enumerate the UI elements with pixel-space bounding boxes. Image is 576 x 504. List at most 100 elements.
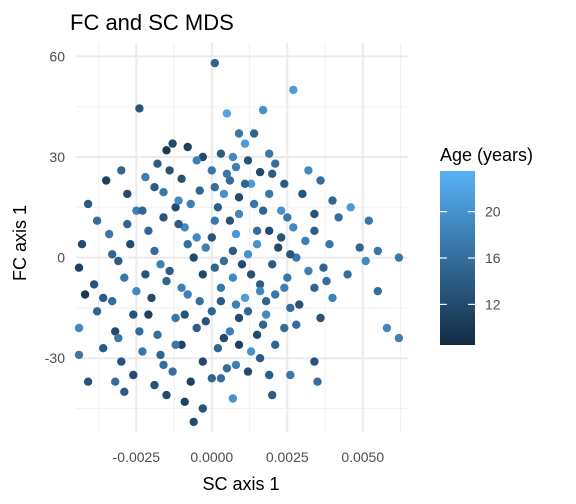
data-point	[225, 327, 235, 336]
data-point	[283, 273, 292, 282]
data-point	[225, 176, 235, 185]
data-point	[183, 290, 192, 299]
data-point	[77, 240, 87, 249]
data-point	[207, 166, 216, 175]
data-point	[355, 243, 364, 252]
data-point	[105, 229, 114, 239]
data-point	[316, 176, 325, 185]
data-point	[83, 199, 93, 209]
data-point	[234, 313, 244, 323]
x-tick-label: 0.0025	[266, 449, 309, 465]
data-point	[252, 240, 262, 249]
data-point	[219, 256, 229, 266]
y-tick-label: 60	[49, 48, 65, 64]
data-point	[183, 142, 192, 152]
data-point	[216, 297, 226, 306]
data-point	[265, 226, 274, 235]
data-point	[126, 240, 135, 249]
data-point	[195, 297, 204, 306]
data-point	[183, 240, 192, 249]
data-point	[150, 246, 159, 256]
data-point	[186, 377, 195, 386]
data-point	[162, 146, 171, 155]
data-point	[246, 179, 256, 188]
data-point	[240, 139, 250, 148]
data-point	[198, 357, 207, 366]
data-point	[192, 233, 201, 242]
y-axis-title: FC axis 1	[10, 205, 30, 281]
data-point	[165, 266, 174, 276]
data-point	[222, 109, 232, 118]
data-point	[280, 179, 289, 188]
data-point	[141, 172, 150, 182]
data-point	[328, 196, 337, 205]
data-point	[394, 253, 404, 262]
data-point	[210, 58, 219, 68]
data-point	[246, 270, 256, 279]
data-point	[171, 340, 180, 349]
data-point	[313, 377, 322, 386]
data-point	[144, 310, 153, 319]
data-point	[180, 397, 189, 406]
data-point	[156, 350, 165, 360]
y-tick-label: 0	[57, 250, 65, 266]
data-point	[120, 387, 129, 396]
data-point	[286, 250, 295, 259]
data-point	[192, 156, 201, 165]
data-point	[243, 250, 253, 259]
data-point	[108, 297, 117, 306]
legend-title: Age (years)	[440, 145, 533, 165]
x-axis-title: SC axis 1	[202, 474, 279, 494]
data-point	[231, 162, 241, 172]
data-point	[144, 226, 153, 235]
data-point	[210, 263, 219, 272]
data-point	[237, 260, 247, 269]
data-point	[234, 209, 244, 219]
data-point	[277, 206, 286, 215]
data-point	[159, 360, 168, 370]
data-point	[265, 189, 274, 199]
data-point	[111, 327, 120, 336]
data-point	[295, 300, 304, 309]
data-point	[138, 347, 147, 356]
data-point	[222, 169, 232, 178]
data-point	[129, 310, 138, 319]
data-point	[198, 404, 207, 413]
data-point	[216, 149, 226, 158]
data-point	[174, 196, 183, 205]
data-point	[274, 243, 283, 252]
data-point	[382, 323, 392, 333]
data-point	[159, 213, 168, 222]
legend-tick-label: 16	[485, 250, 501, 266]
data-point	[328, 293, 337, 303]
data-point	[373, 287, 382, 296]
data-point	[156, 260, 165, 269]
data-point	[252, 226, 262, 235]
data-point	[162, 276, 171, 286]
data-point	[240, 179, 250, 188]
data-point	[319, 263, 328, 272]
data-point	[147, 293, 156, 303]
data-point	[228, 246, 238, 256]
data-point	[201, 317, 210, 326]
grid	[76, 43, 408, 432]
x-tick-label: 0.0000	[190, 449, 233, 465]
data-point	[198, 270, 207, 279]
y-tick-label: -30	[45, 350, 65, 366]
data-point	[258, 105, 268, 115]
data-point	[135, 327, 144, 336]
data-point	[177, 283, 186, 292]
data-point	[89, 280, 99, 289]
data-point	[364, 216, 373, 225]
data-point	[298, 189, 307, 199]
data-point	[255, 354, 265, 363]
data-point	[271, 340, 280, 349]
data-point	[325, 240, 334, 249]
data-point	[177, 340, 186, 349]
data-point	[289, 223, 298, 232]
data-point	[83, 377, 93, 386]
data-point	[123, 219, 132, 229]
data-point	[135, 104, 144, 113]
data-point	[258, 206, 268, 215]
data-point	[310, 226, 319, 235]
